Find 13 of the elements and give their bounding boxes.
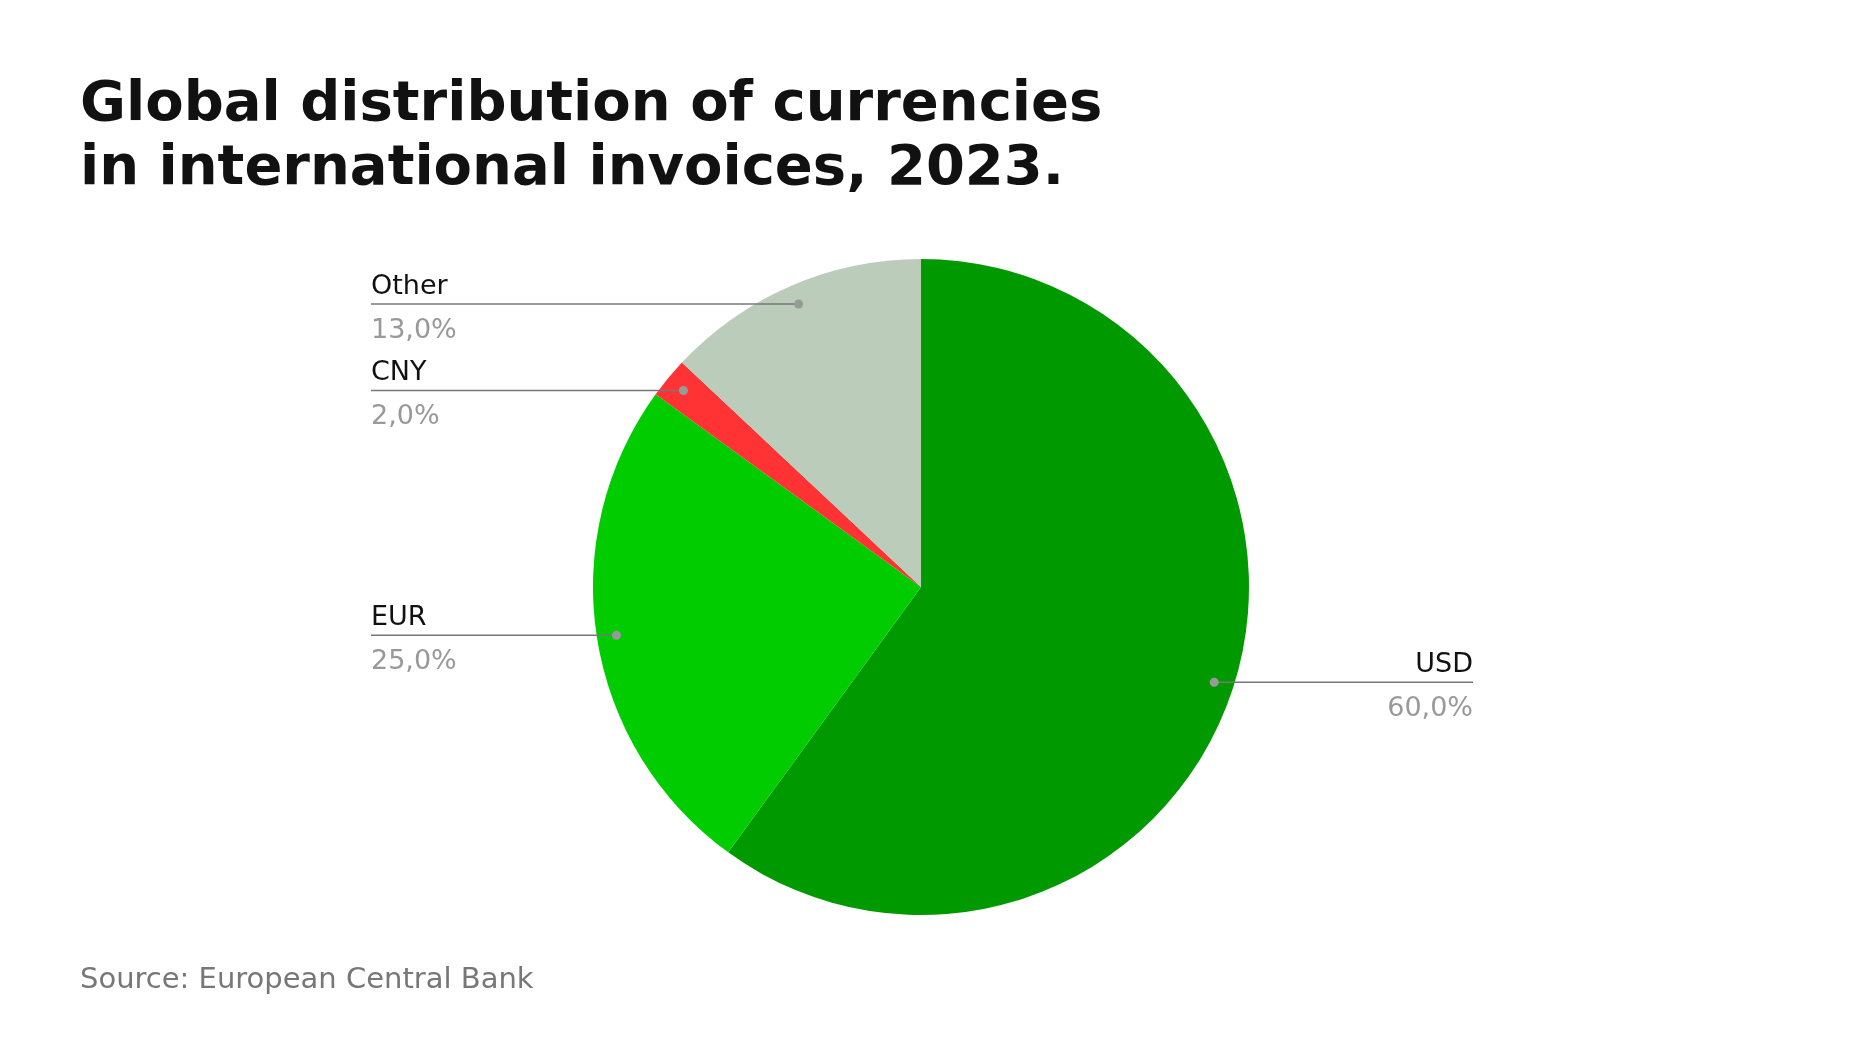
chart-title: Global distribution of currencies in international invoices, 2023. bbox=[80, 68, 1103, 197]
data-label: 2,0% bbox=[371, 399, 440, 431]
slice-label: Other bbox=[371, 269, 449, 301]
data-label: 60,0% bbox=[1387, 691, 1473, 723]
slice-label: USD bbox=[1415, 647, 1473, 679]
pie-slice bbox=[681, 259, 921, 587]
data-label: 13,0% bbox=[371, 313, 457, 345]
pie-slice bbox=[728, 259, 1249, 915]
slice-label: CNY bbox=[371, 355, 428, 387]
slice-label: EUR bbox=[371, 600, 427, 632]
source-note: Source: European Central Bank bbox=[80, 961, 534, 995]
data-label: 25,0% bbox=[371, 644, 457, 676]
pie-slice bbox=[593, 394, 921, 853]
